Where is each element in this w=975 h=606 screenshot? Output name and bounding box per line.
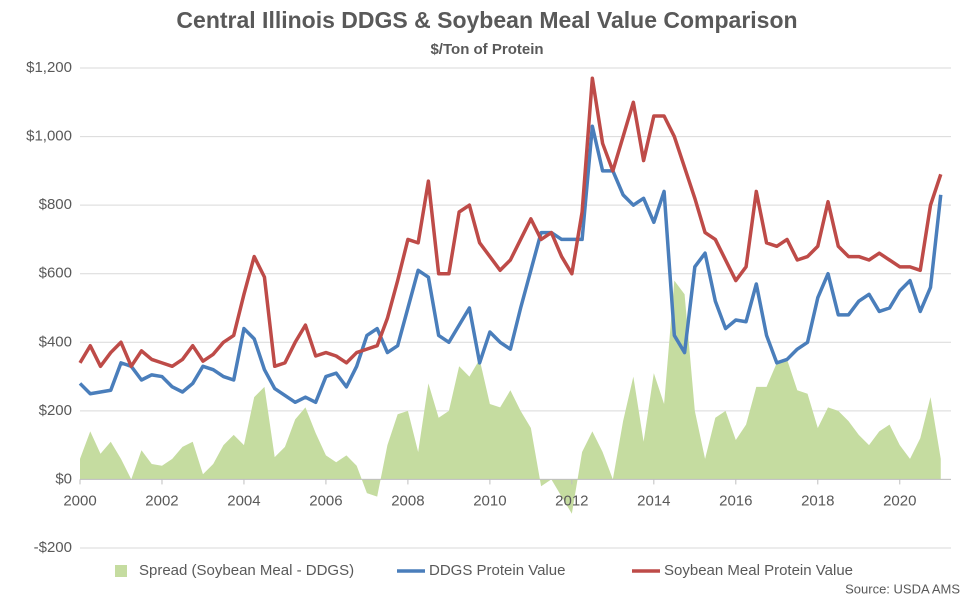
x-tick-label: 2006 (309, 492, 342, 509)
x-tick-label: 2014 (637, 492, 670, 509)
x-tick-label: 2002 (145, 492, 178, 509)
x-tick-label: 2000 (63, 492, 96, 509)
x-tick-label: 2010 (473, 492, 506, 509)
source: Source: USDA AMS (845, 581, 960, 596)
x-tick-label: 2016 (719, 492, 752, 509)
x-tick-label: 2018 (801, 492, 834, 509)
y-tick-label: $600 (39, 265, 72, 282)
legend-label: DDGS Protein Value (429, 562, 565, 579)
y-tick-label: $1,000 (26, 128, 72, 145)
x-tick-label: 2004 (227, 492, 260, 509)
legend-swatch (115, 565, 127, 577)
y-tick-label: $200 (39, 402, 72, 419)
y-tick-label: $400 (39, 333, 72, 350)
legend-label: Spread (Soybean Meal - DDGS) (139, 562, 354, 579)
y-tick-label: $800 (39, 196, 72, 213)
spread-area (80, 280, 941, 514)
chart-title: Central Illinois DDGS & Soybean Meal Val… (176, 7, 797, 33)
series-line (78, 76, 943, 369)
y-tick-label: -$200 (34, 539, 72, 556)
x-tick-label: 2012 (555, 492, 588, 509)
y-tick-label: $1,200 (26, 59, 72, 76)
chart-subtitle: $/Ton of Protein (430, 41, 543, 58)
x-tick-label: 2008 (391, 492, 424, 509)
y-tick-label: $0 (55, 470, 72, 487)
series-line (78, 124, 943, 405)
x-tick-label: 2020 (883, 492, 916, 509)
legend-label: Soybean Meal Protein Value (664, 562, 853, 579)
